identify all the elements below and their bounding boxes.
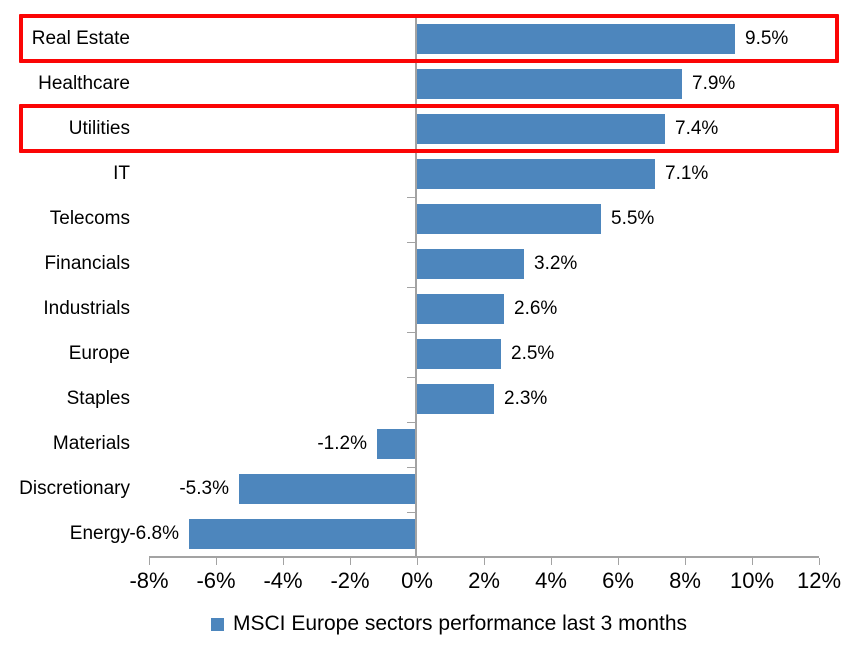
highlight-box <box>19 104 839 153</box>
x-tick-label: 2% <box>468 568 500 593</box>
x-tick-label: 8% <box>669 568 701 593</box>
category-label: Real Estate <box>31 28 130 49</box>
value-axis-tick <box>752 558 753 565</box>
category-label: Discretionary <box>19 478 130 499</box>
legend: MSCI Europe sectors performance last 3 m… <box>0 612 852 636</box>
value-axis-tick <box>216 558 217 565</box>
x-tick-label: 4% <box>535 568 567 593</box>
category-tick <box>407 511 415 513</box>
bar <box>417 339 501 369</box>
value-axis-tick <box>685 558 686 565</box>
value-label: 3.2% <box>534 253 578 274</box>
value-label: 5.5% <box>611 208 655 229</box>
x-tick-label: 0% <box>401 568 433 593</box>
value-axis-tick <box>149 558 150 565</box>
category-label: Energy <box>69 523 130 544</box>
value-label: -6.8% <box>129 523 179 544</box>
bar <box>417 69 682 99</box>
value-label: 9.5% <box>745 28 789 49</box>
category-label: Staples <box>66 388 130 409</box>
category-label: Financials <box>44 253 130 274</box>
value-axis-tick <box>819 558 820 565</box>
value-axis-tick <box>350 558 351 565</box>
x-tick-label: -6% <box>196 568 236 593</box>
bar <box>417 294 504 324</box>
legend-swatch-icon <box>210 617 224 631</box>
value-axis-tick <box>283 558 284 565</box>
value-label: 7.4% <box>675 118 719 139</box>
category-label: Industrials <box>43 298 130 319</box>
x-tick-label: -8% <box>129 568 169 593</box>
highlight-box <box>19 14 839 63</box>
category-tick <box>407 196 415 198</box>
value-label: 7.1% <box>665 163 709 184</box>
category-tick <box>407 286 415 288</box>
bar <box>417 249 524 279</box>
legend-label: MSCI Europe sectors performance last 3 m… <box>232 612 688 635</box>
value-axis <box>149 556 819 558</box>
x-tick-label: 12% <box>796 568 842 593</box>
x-tick-label: -2% <box>330 568 370 593</box>
value-axis-tick <box>484 558 485 565</box>
bar <box>417 204 601 234</box>
value-label: 2.5% <box>511 343 555 364</box>
bar <box>417 114 665 144</box>
value-axis-tick <box>417 558 418 565</box>
bar <box>377 429 417 459</box>
value-axis-tick <box>618 558 619 565</box>
value-label: 7.9% <box>692 73 736 94</box>
value-label: 2.3% <box>504 388 548 409</box>
value-label: -1.2% <box>317 433 367 454</box>
category-tick <box>407 241 415 243</box>
category-tick <box>407 331 415 333</box>
category-label: IT <box>113 163 130 184</box>
x-tick-label: -4% <box>263 568 303 593</box>
bar <box>417 384 494 414</box>
value-axis-tick <box>551 558 552 565</box>
category-label: Europe <box>68 343 130 364</box>
x-tick-label: 6% <box>602 568 634 593</box>
category-tick <box>407 466 415 468</box>
category-label: Healthcare <box>38 73 130 94</box>
category-tick <box>407 376 415 378</box>
x-tick-label: 10% <box>729 568 775 593</box>
category-axis <box>415 16 417 558</box>
bar <box>417 159 655 189</box>
bar <box>189 519 417 549</box>
category-label: Utilities <box>68 118 130 139</box>
category-label: Materials <box>52 433 130 454</box>
bar <box>417 24 735 54</box>
bar <box>239 474 417 504</box>
value-label: -5.3% <box>179 478 229 499</box>
category-tick <box>407 421 415 423</box>
value-label: 2.6% <box>514 298 558 319</box>
category-label: Telecoms <box>49 208 130 229</box>
